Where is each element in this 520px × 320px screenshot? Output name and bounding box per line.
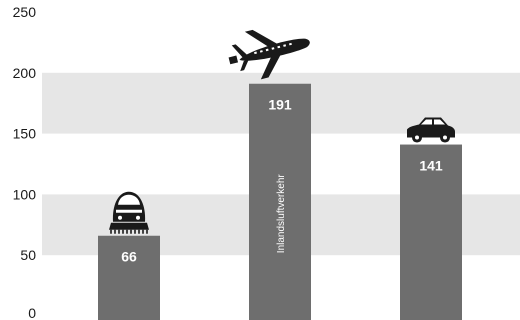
y-tick-label: 50 — [20, 247, 36, 263]
bar-inner-label: Inlandsluftverkehr — [276, 174, 287, 254]
data-label: 66 — [121, 249, 137, 265]
data-label: 141 — [419, 158, 443, 174]
airplane-icon — [228, 29, 310, 80]
car-icon — [407, 117, 455, 143]
bars — [98, 83, 462, 320]
y-tick-label: 0 — [28, 305, 36, 320]
y-tick-label: 100 — [13, 186, 37, 202]
y-tick-label: 150 — [13, 126, 37, 142]
bar-icons — [109, 29, 455, 234]
bar — [249, 83, 311, 320]
y-tick-label: 250 — [13, 4, 37, 20]
bar — [98, 235, 160, 320]
train-icon — [109, 191, 149, 234]
data-label: 191 — [268, 97, 292, 113]
y-tick-label: 200 — [13, 65, 37, 81]
data-labels: 66 191 Inlandsluftverkehr 141 — [121, 97, 443, 265]
y-axis-tick-labels: 0 50 100 150 200 250 — [13, 4, 37, 320]
bar — [400, 144, 462, 320]
